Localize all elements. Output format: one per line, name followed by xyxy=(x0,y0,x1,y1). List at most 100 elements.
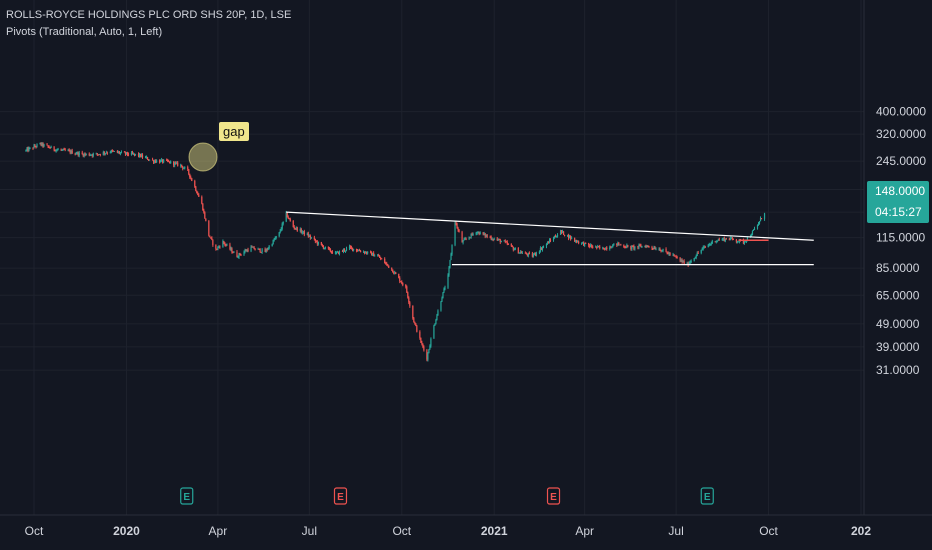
candle-body xyxy=(295,227,297,229)
candle-body xyxy=(53,146,55,150)
candle-body xyxy=(627,245,629,247)
candle-body xyxy=(576,240,578,243)
candle-body xyxy=(190,177,192,179)
candle-body xyxy=(392,269,394,273)
candle-body xyxy=(26,148,28,151)
candle-body xyxy=(423,346,425,351)
candle-body xyxy=(246,249,248,252)
earnings-marker[interactable]: E xyxy=(180,487,194,505)
candle-body xyxy=(322,246,324,249)
candle-body xyxy=(29,147,31,149)
candle-body xyxy=(493,238,495,240)
candle-body xyxy=(118,151,121,154)
candle-body xyxy=(398,273,400,278)
candle-body xyxy=(202,203,204,211)
candle-body xyxy=(169,161,171,164)
candle-body xyxy=(43,144,45,147)
candle-body xyxy=(159,160,161,163)
time-axis[interactable]: Oct 2020 Apr Jul Oct 2021 Apr Jul Oct 202 xyxy=(25,524,872,538)
candle-body xyxy=(729,238,731,240)
candle-body xyxy=(443,288,445,293)
candle-body xyxy=(113,151,115,153)
candle-body xyxy=(568,236,571,239)
candle-body xyxy=(111,150,113,152)
candle-body xyxy=(655,249,657,251)
candle-body xyxy=(76,152,78,154)
candle-body xyxy=(630,245,632,250)
candle-body xyxy=(273,239,275,241)
candle-body xyxy=(393,272,395,274)
candle-body xyxy=(42,143,44,147)
candle-body xyxy=(210,237,212,239)
candle-body xyxy=(348,246,351,249)
earnings-marker[interactable]: E xyxy=(333,487,348,505)
candle-body xyxy=(308,235,310,237)
time-tick-label: Jul xyxy=(302,524,317,538)
candle-body xyxy=(533,253,536,255)
candle-body xyxy=(141,154,144,158)
candle-body xyxy=(708,244,710,246)
candle-body xyxy=(91,154,93,156)
candle-body xyxy=(127,154,130,156)
candle-body xyxy=(351,247,354,251)
earnings-marker[interactable]: E xyxy=(546,487,561,505)
candle-body xyxy=(753,228,756,230)
price-tick-label: 400.0000 xyxy=(876,105,926,119)
candle-body xyxy=(337,251,340,254)
candle-body xyxy=(62,148,64,150)
gap-annotation-label[interactable]: gap xyxy=(219,122,249,141)
candle-body xyxy=(244,250,246,252)
candle-body xyxy=(674,255,676,257)
candle-body xyxy=(702,247,704,249)
candle-body xyxy=(742,240,745,244)
candle-body xyxy=(148,159,151,161)
candle-body xyxy=(682,260,684,263)
candle-body xyxy=(338,251,341,254)
candle-body xyxy=(511,245,513,248)
indicator-title[interactable]: Pivots (Traditional, Auto, 1, Left) xyxy=(6,26,163,38)
candle-body xyxy=(184,167,186,169)
candle-body xyxy=(590,245,592,247)
candle-body xyxy=(696,252,698,256)
candle-body xyxy=(406,286,408,293)
candle-body xyxy=(442,292,444,299)
candle-body xyxy=(69,150,71,153)
candle-body xyxy=(288,218,290,220)
candle-body xyxy=(675,256,677,258)
candle-body xyxy=(402,283,404,285)
candle-body xyxy=(239,253,241,255)
candle-body xyxy=(253,246,255,250)
candle-body xyxy=(662,249,664,251)
candle-body xyxy=(661,250,663,252)
candle-body xyxy=(735,239,737,242)
trendline[interactable] xyxy=(286,211,814,241)
candle-body xyxy=(274,238,276,240)
symbol-title[interactable]: ROLLS-ROYCE HOLDINGS PLC ORD SHS 20P, 1D… xyxy=(6,9,292,21)
candle-body xyxy=(697,252,699,254)
last-price-value: 148.0000 xyxy=(875,184,926,198)
candle-body xyxy=(349,246,352,248)
candle-body xyxy=(35,146,37,148)
candle-body xyxy=(187,167,189,170)
gap-highlight-circle xyxy=(188,142,218,172)
candle-body xyxy=(225,244,227,246)
candle-body xyxy=(56,149,58,151)
candle-body xyxy=(624,246,626,248)
candle-body xyxy=(289,218,291,221)
time-tick-label: Apr xyxy=(209,524,228,538)
candle-body xyxy=(258,248,260,250)
earnings-marker[interactable]: E xyxy=(700,487,714,505)
candle-body xyxy=(472,233,474,235)
candle-body xyxy=(238,253,240,258)
time-tick-label: Jul xyxy=(668,524,683,538)
candle-body xyxy=(359,250,362,252)
candle-body xyxy=(198,195,200,197)
candle-body xyxy=(330,251,333,253)
candle-body xyxy=(611,247,613,249)
candle-body xyxy=(412,305,414,319)
candle-body xyxy=(476,232,478,234)
candle-body xyxy=(436,315,438,320)
candle-body xyxy=(60,149,62,151)
price-axis[interactable]: 400.0000320.0000245.0000185.0000115.0000… xyxy=(876,105,926,378)
